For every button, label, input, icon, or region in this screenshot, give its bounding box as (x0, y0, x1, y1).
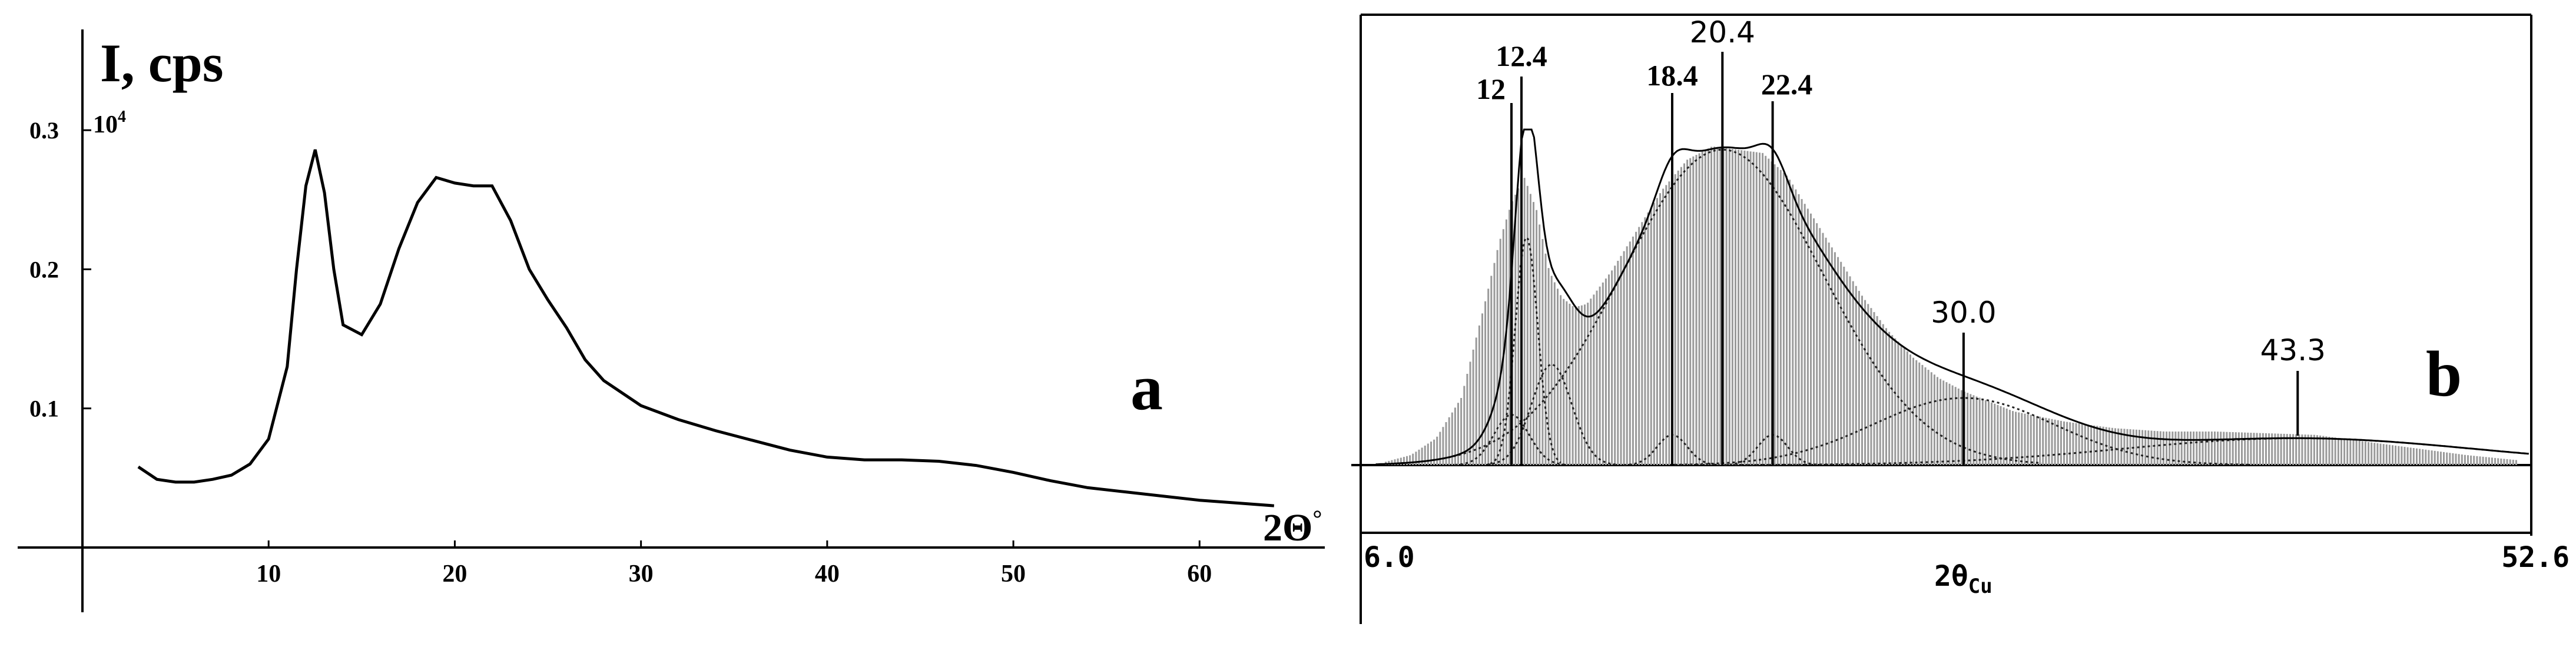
panel-a-x-tick-label: 30 (629, 560, 654, 588)
panel-a-chart: 10 20 30 40 50 60 0.1 0.2 0.3 I, cps 104 2Θ° a (18, 29, 1325, 612)
panel-a-x-tick-label: 40 (815, 560, 840, 588)
panel-a-y-label: I, cps (100, 33, 224, 93)
panel-b-peak-label: 22.4 (1761, 68, 1813, 101)
panel-b-x-max-label: 52.6 (2501, 541, 2570, 574)
panel-a-panel-label: a (1130, 351, 1163, 423)
panel-b-peak-label: 18.4 (1646, 59, 1698, 92)
panel-b-peak-label: 12.4 (1496, 39, 1547, 72)
panel-b-fit-component (1490, 236, 1561, 465)
panel-b-peak-label: 43.3 (2260, 333, 2326, 367)
panel-b-observed-bars (1385, 147, 2517, 465)
panel-b-peak-label: 30.0 (1931, 296, 1996, 330)
panel-b-fit-component (1735, 437, 2529, 466)
panel-b-peak-label: 20.4 (1690, 15, 1755, 49)
panel-b-envelope-line (1375, 128, 2529, 466)
panel-b-fit-component (1674, 397, 2252, 466)
panel-b-x-label: 2θCu (1934, 560, 1992, 598)
panel-a-y-tick-label: 0.3 (29, 117, 59, 144)
panel-b-peak-label: 12 (1476, 72, 1506, 105)
panel-b-fit-component (1401, 148, 2042, 464)
panel-a-x-label: 2Θ° (1263, 505, 1322, 549)
panel-b-x-min-label: 6.0 (1364, 541, 1415, 574)
panel-a-y-ticks: 0.1 0.2 0.3 (29, 117, 91, 422)
panel-a-x-tick-label: 50 (1001, 560, 1026, 588)
panel-a-y-multiplier: 104 (93, 108, 126, 138)
panel-a-x-tick-label: 20 (442, 560, 467, 588)
panel-a-y-tick-label: 0.1 (29, 396, 59, 422)
panel-a-x-ticks: 10 20 30 40 50 60 (256, 540, 1212, 588)
panel-a-x-tick-label: 10 (256, 560, 281, 588)
panel-a-x-tick-label: 60 (1187, 560, 1212, 588)
panel-a-y-tick-label: 0.2 (29, 256, 59, 283)
panel-a-intensity-line (137, 149, 1274, 507)
panel-b-panel-label: b (2426, 338, 2462, 410)
